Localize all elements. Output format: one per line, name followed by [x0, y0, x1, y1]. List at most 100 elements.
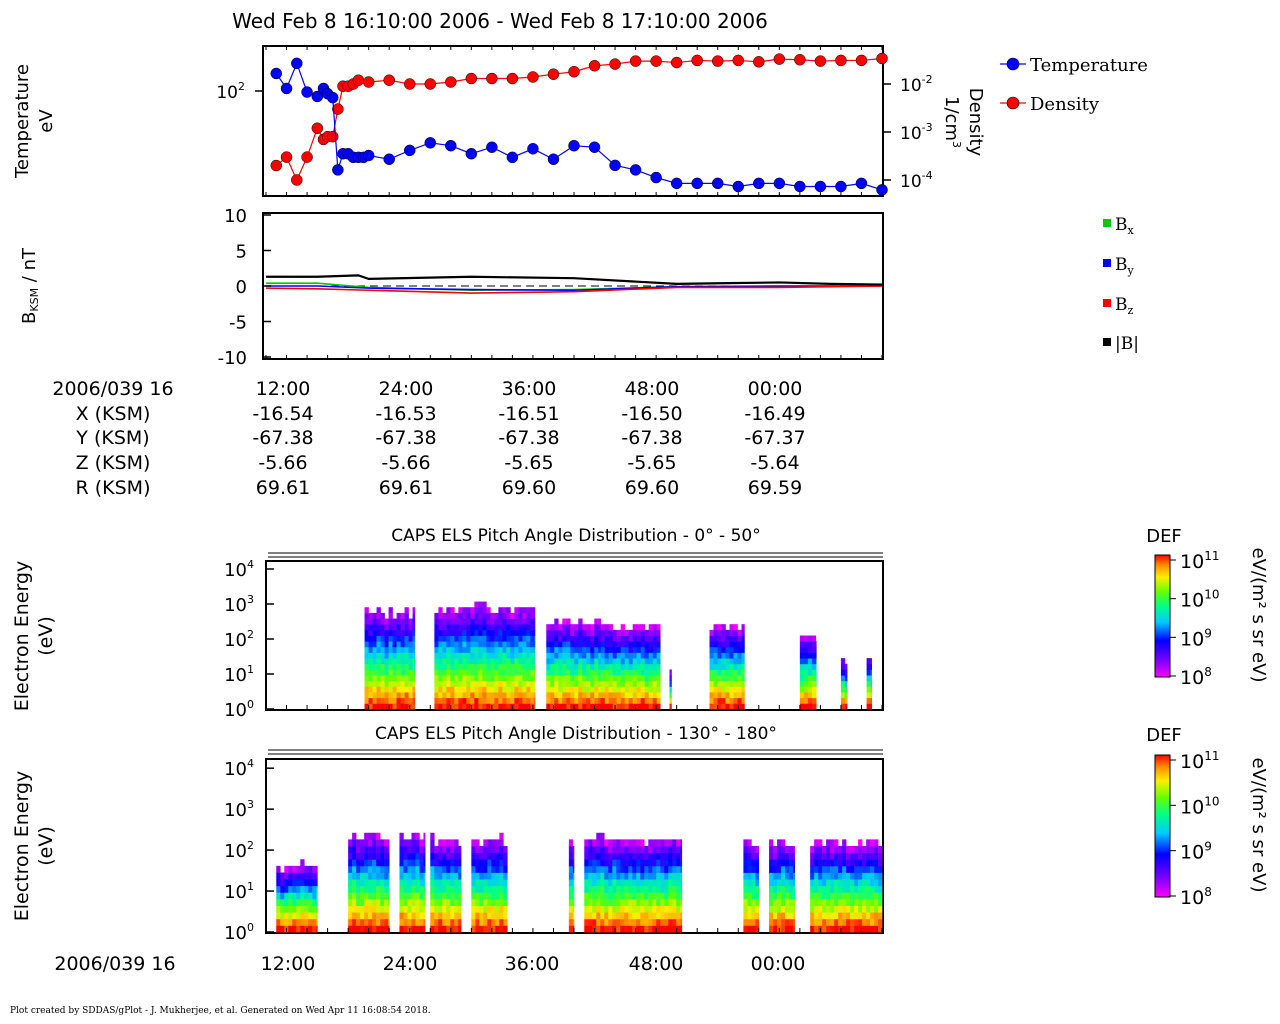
- spectrogram-cell: [596, 852, 601, 860]
- spectrogram-cell: [838, 885, 843, 893]
- spectrogram-cell: [616, 905, 621, 913]
- colorbar-tick-label: 108: [1180, 665, 1212, 689]
- spectrogram-cell: [408, 692, 413, 699]
- spectrogram-cell: [799, 692, 805, 699]
- spectrogram-cell: [660, 872, 665, 880]
- spectrogram-cell: [522, 629, 527, 636]
- spectrogram-cell: [482, 612, 487, 619]
- spectrogram-cell: [680, 885, 683, 893]
- spectrogram-cell: [785, 865, 790, 873]
- spectrogram-cell: [450, 846, 455, 854]
- spectrogram-cell: [751, 865, 756, 873]
- spectrogram-cell: [793, 846, 796, 854]
- spectrogram-cell: [721, 658, 726, 665]
- spectrogram-cell: [680, 879, 683, 887]
- spectrogram-cell: [475, 852, 480, 860]
- spectrogram-cell: [364, 675, 369, 682]
- spectrogram-cell: [600, 703, 605, 710]
- panel2-legend: Bx By Bz |B|: [1103, 215, 1139, 354]
- spectrogram-cell: [470, 703, 475, 710]
- ephem-cell: 69.61: [379, 477, 433, 499]
- density-point: [403, 78, 416, 90]
- spectrogram-cell: [644, 846, 649, 854]
- spectrogram-cell: [380, 697, 385, 704]
- spectrogram-cell: [632, 872, 637, 880]
- spectrogram-cell: [442, 669, 447, 676]
- spectrogram-cell: [558, 635, 563, 642]
- spectrogram-cell: [826, 892, 831, 900]
- spectrogram-cell: [624, 859, 629, 867]
- spectrogram-cell: [636, 892, 641, 900]
- spectrogram-cell: [604, 859, 609, 867]
- spectrogram-cell: [482, 692, 487, 699]
- spectrogram-cell: [822, 912, 827, 920]
- spectrogram-cell: [554, 658, 559, 665]
- spectrogram-cell: [506, 641, 511, 648]
- spectrogram-cell: [616, 641, 621, 648]
- spectrogram-cell: [862, 892, 867, 900]
- spectrogram-cell: [360, 879, 365, 887]
- spectrogram-cell: [491, 859, 496, 867]
- spectrogram-cell: [594, 652, 599, 659]
- spectrogram-cell: [376, 892, 381, 900]
- spectrogram-cell: [292, 885, 297, 893]
- spectrogram-cell: [854, 918, 859, 926]
- density-point: [753, 56, 765, 68]
- spectrogram-cell: [450, 624, 455, 631]
- ephem-cell: -16.49: [744, 403, 805, 425]
- spectrogram-cell: [866, 885, 871, 893]
- spectrogram-cell: [604, 646, 609, 653]
- spectrogram-cell: [411, 905, 416, 913]
- spectrogram-cell: [818, 859, 823, 867]
- spectrogram-cell: [582, 703, 587, 710]
- spectrogram-cell: [388, 879, 390, 887]
- spectrogram-cell: [562, 618, 567, 625]
- spectrogram-cell: [514, 624, 519, 631]
- spectrogram-cell: [815, 692, 817, 699]
- spectrogram-cell: [430, 879, 435, 887]
- spectrogram-cell: [434, 925, 439, 933]
- spectrogram-cell: [582, 680, 587, 687]
- spectrogram-cell: [304, 892, 309, 900]
- spectrogram-cell: [862, 912, 867, 920]
- spectrogram-cell: [570, 624, 575, 631]
- spectrogram-cell: [454, 859, 459, 867]
- spectrogram-cell: [400, 612, 405, 619]
- spectrogram-cell: [648, 697, 653, 704]
- spectrogram-cell: [494, 652, 499, 659]
- spectrogram-cell: [840, 697, 846, 704]
- spectrogram-cell: [486, 669, 491, 676]
- spectrogram-cell: [612, 925, 617, 933]
- spectrogram-cell: [526, 692, 531, 699]
- spectrogram-cell: [442, 859, 447, 867]
- spectrogram-cell: [751, 892, 756, 900]
- spectrogram-cell: [482, 680, 487, 687]
- spectrogram-cell: [466, 697, 471, 704]
- spectrogram-cell: [810, 905, 815, 913]
- spectrogram-cell: [486, 675, 491, 682]
- spectrogram-cell: [598, 675, 601, 682]
- spectrogram-cell: [652, 680, 657, 687]
- spectrogram-cell: [616, 872, 621, 880]
- spectrogram-cell: [399, 885, 404, 893]
- spectrogram-cell: [616, 892, 621, 900]
- spectrogram-cell: [408, 663, 413, 670]
- spectrogram-cell: [612, 646, 617, 653]
- spectrogram-cell: [534, 641, 536, 648]
- spectrogram-cell: [680, 905, 683, 913]
- spectrogram-cell: [352, 892, 357, 900]
- spectrogram-cell: [676, 859, 681, 867]
- spectrogram-cell: [530, 607, 535, 614]
- spectrogram-cell: [411, 898, 416, 906]
- spectrogram-cell: [769, 859, 774, 867]
- spectrogram-cell: [737, 697, 742, 704]
- spectrogram-cell: [636, 885, 641, 893]
- spectrogram-cell: [733, 686, 738, 693]
- spectrogram-cell: [396, 658, 401, 665]
- spectrogram-cell: [818, 865, 823, 873]
- spectrogram-cell: [632, 859, 637, 867]
- spectrogram-cell: [600, 641, 605, 648]
- spectrogram-cell: [380, 612, 385, 619]
- ephem-r-label: R (KSM): [76, 477, 151, 499]
- spectrogram-cell: [478, 601, 483, 608]
